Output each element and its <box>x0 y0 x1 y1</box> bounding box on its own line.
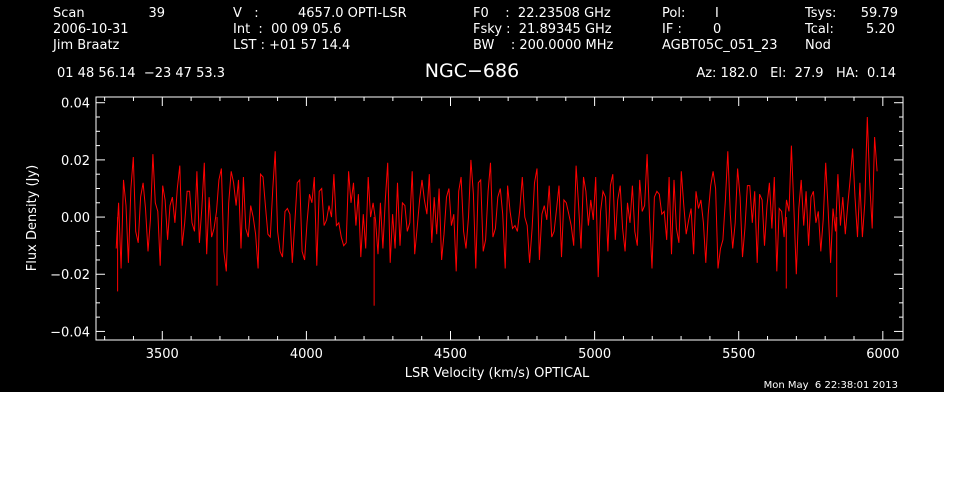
project-id: AGBT05C_051_23 <box>662 38 778 53</box>
if-label: IF : <box>662 22 682 37</box>
x-axis-label: LSR Velocity (km/s) OPTICAL <box>405 366 590 381</box>
bandwidth: BW : 200.0000 MHz <box>473 38 614 53</box>
x-tick-label-3: 5000 <box>578 347 611 362</box>
y-tick-label-4: 0.04 <box>61 97 90 112</box>
y-axis-label: Flux Density (Jy) <box>25 165 40 271</box>
obs-date: 2006-10-31 <box>53 22 129 37</box>
scan-label: Scan <box>53 6 85 21</box>
scan-value: 39 <box>148 6 165 21</box>
tcal-value: 5.20 <box>866 22 895 37</box>
source-name: NGC−686 <box>424 60 520 82</box>
y-tick-label-1: −0.02 <box>50 268 90 283</box>
plot-frame <box>95 96 904 341</box>
trace-layer <box>115 116 878 306</box>
x-tick-label-1: 4000 <box>290 347 323 362</box>
plot-timestamp: Mon May 6 22:38:01 2013 <box>763 380 898 391</box>
velocity-value: 4657.0 OPTI-LSR <box>298 6 407 21</box>
x-tick-label-0: 3500 <box>146 347 179 362</box>
x-tick-label-2: 4500 <box>434 347 467 362</box>
coordinates: 01 48 56.14 −23 47 53.3 <box>57 66 226 81</box>
tsys-label: Tsys: <box>805 6 837 21</box>
plot-panel: Scan 39 V : 4657.0 OPTI-LSR F0 : 22.2350… <box>0 0 944 392</box>
obs-mode: Nod <box>805 38 831 53</box>
az-el-ha: Az: 182.0 El: 27.9 HA: 0.14 <box>696 66 896 81</box>
y-tick-label-0: −0.04 <box>50 325 90 340</box>
if-value: 0 <box>713 22 722 37</box>
y-tick-label-2: 0.00 <box>61 211 90 226</box>
spectrum-chart: 3500 4000 4500 5000 5500 6000 −0.04 −0.02 0.00 0.… <box>25 96 904 381</box>
integration-time: Int : 00 09 05.6 <box>233 22 342 37</box>
axis-layer: 3500 4000 4500 5000 5500 6000 −0.04 −0.02 0.00 0.… <box>50 97 903 362</box>
observer: Jim Braatz <box>53 38 120 53</box>
lst: LST : +01 57 14.4 <box>233 38 351 53</box>
tsys-value: 59.79 <box>860 6 898 21</box>
spectrum-series-0 <box>115 116 878 278</box>
tcal-label: Tcal: <box>805 22 834 37</box>
x-tick-label-4: 5500 <box>722 347 755 362</box>
polarization-label: Pol: <box>662 6 686 21</box>
sky-frequency: Fsky : 21.89345 GHz <box>473 22 612 37</box>
x-tick-label-5: 6000 <box>866 347 899 362</box>
y-tick-label-3: 0.02 <box>61 154 90 169</box>
polarization-value: I <box>715 6 719 21</box>
velocity-label: V : <box>233 6 259 21</box>
rest-frequency: F0 : 22.23508 GHz <box>473 6 611 21</box>
